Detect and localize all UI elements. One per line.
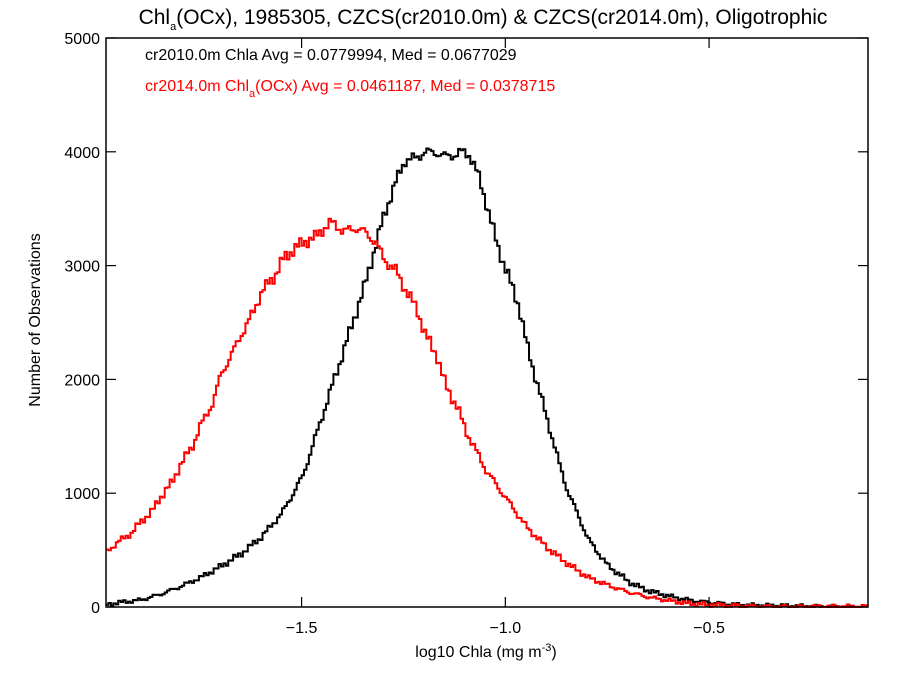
axis-ticks: 0 1000 2000 3000 4000 5000 −1.5 −1.0 −0.5 <box>64 31 868 637</box>
y-tick-label-2: 2000 <box>64 372 100 389</box>
series-line-cr2010 <box>106 147 868 608</box>
chart-title: Chla(OCx), 1985305, CZCS(cr2010.0m) & CZ… <box>139 6 828 33</box>
legend-entry-cr2014: cr2014.0m Chla(OCx) Avg = 0.0461187, Med… <box>145 78 555 100</box>
x-axis-label: log10 Chla (mg m-3) <box>415 642 556 661</box>
x-tick-label-1: −1.0 <box>490 620 522 637</box>
y-tick-label-0: 0 <box>91 600 100 617</box>
legend-entry-cr2010: cr2010.0m Chla Avg = 0.0779994, Med = 0.… <box>145 47 517 64</box>
legend-entry-cr2014-subscript: a <box>249 88 256 100</box>
x-tick-label-0: −1.5 <box>286 620 318 637</box>
plot-frame <box>105 37 869 608</box>
x-tick-label-2: −0.5 <box>693 620 725 637</box>
x-axis-label-superscript: -3 <box>542 642 552 654</box>
y-tick-label-5: 5000 <box>64 31 100 48</box>
series-layer <box>106 147 868 608</box>
series-line-cr2014 <box>106 217 868 608</box>
x-axis-label-main: log10 Chla (mg m <box>415 644 541 661</box>
legend-entry-cr2014-rest: (OCx) Avg = 0.0461187, Med = 0.0378715 <box>255 78 555 95</box>
y-axis-label: Number of Observations <box>27 233 44 406</box>
legend-entry-cr2014-main: cr2014.0m Chl <box>145 78 249 95</box>
chart-title-rest: (OCx), 1985305, CZCS(cr2010.0m) & CZCS(c… <box>176 6 827 29</box>
chart-title-main: Chl <box>139 6 171 29</box>
x-axis-label-rest: ) <box>551 644 556 661</box>
y-tick-label-1: 1000 <box>64 486 100 503</box>
chart-title-subscript: a <box>170 21 177 33</box>
y-tick-label-4: 4000 <box>64 145 100 162</box>
y-tick-label-3: 3000 <box>64 259 100 276</box>
